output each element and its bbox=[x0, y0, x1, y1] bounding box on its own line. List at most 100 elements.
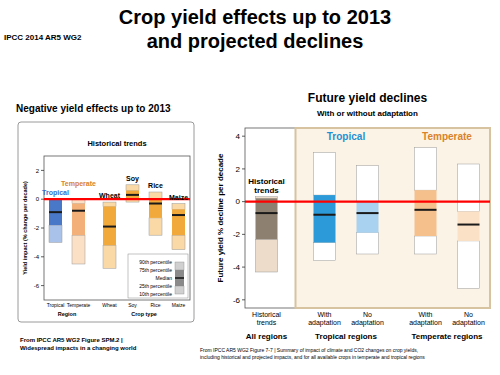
x-tick-label: Noadaptation bbox=[351, 311, 384, 327]
x-tick-label: Wheat bbox=[102, 302, 117, 308]
box-lower bbox=[49, 225, 62, 242]
projection-panel bbox=[296, 128, 491, 308]
box-median bbox=[357, 212, 379, 214]
marks bbox=[245, 148, 490, 289]
y-tick-label: -6 bbox=[34, 283, 40, 289]
annotation: Wheat bbox=[99, 192, 121, 199]
box-lower bbox=[415, 236, 437, 254]
y-tick bbox=[242, 299, 245, 300]
y-tick-label: -2 bbox=[34, 225, 40, 231]
x-tick-label: Tropical bbox=[47, 302, 65, 308]
x-tick-label: Maize bbox=[172, 302, 186, 308]
box-median bbox=[415, 209, 437, 211]
annotation: Temperate bbox=[61, 180, 96, 188]
annotation: Maize bbox=[169, 194, 188, 201]
annotation: Historicaltrends bbox=[248, 177, 284, 195]
chart-title: Future yield declines bbox=[308, 91, 428, 105]
box-core bbox=[72, 204, 85, 236]
group-label: Tropical regions bbox=[315, 332, 377, 341]
box-median bbox=[72, 210, 85, 212]
box-median bbox=[149, 203, 162, 205]
box-core bbox=[415, 190, 437, 236]
box-core bbox=[172, 209, 185, 235]
box-lower bbox=[149, 218, 162, 235]
box-lower bbox=[172, 235, 185, 249]
box-median bbox=[314, 214, 336, 216]
group-label: Crop type bbox=[131, 311, 157, 317]
y-axis-title: Future yield % decline per decade bbox=[216, 153, 225, 282]
y-tick-label: 2 bbox=[36, 168, 40, 174]
chart-title: Historical trends bbox=[87, 139, 146, 148]
chart-0: Negative yield effects up to 2013 Histori… bbox=[16, 103, 194, 351]
legend-label: 90th percentile bbox=[139, 259, 172, 265]
x-tick-label: Withadaptation bbox=[308, 311, 341, 327]
y-tick-label: 2 bbox=[236, 165, 241, 174]
group-label: Region bbox=[58, 311, 77, 317]
box-median bbox=[172, 214, 185, 216]
annotation: Soy bbox=[126, 175, 139, 183]
legend-label: 10th percentile bbox=[139, 291, 172, 297]
caption: Widespread impacts in a changing world bbox=[20, 345, 137, 351]
box-upper bbox=[415, 148, 437, 191]
legend-swatch-lower bbox=[175, 286, 184, 294]
y-tick bbox=[242, 267, 245, 268]
y-tick bbox=[41, 256, 44, 257]
page-title: and projected declines bbox=[147, 30, 364, 52]
group-label: All regions bbox=[246, 332, 288, 341]
group-header: Tropical bbox=[327, 131, 366, 142]
box-upper bbox=[126, 185, 139, 191]
x-tick-label: Rice bbox=[150, 302, 160, 308]
legend-label: Median bbox=[156, 275, 173, 281]
chart-subtitle: With or without adaptation bbox=[317, 109, 418, 118]
x-tick-label: Soy bbox=[128, 302, 137, 308]
box-lower bbox=[314, 243, 336, 261]
box-core bbox=[149, 199, 162, 218]
annotation: Rice bbox=[148, 182, 163, 189]
y-tick bbox=[41, 228, 44, 229]
plot-frame bbox=[44, 156, 190, 300]
box-core bbox=[49, 199, 62, 225]
figure-frame bbox=[18, 122, 194, 322]
panel-title: Negative yield effects up to 2013 bbox=[16, 103, 171, 114]
page-title: Crop yield effects up to 2013 bbox=[119, 6, 391, 28]
box-upper bbox=[458, 164, 480, 211]
y-tick bbox=[41, 285, 44, 286]
zero-line bbox=[245, 201, 490, 203]
box-lower bbox=[458, 241, 480, 288]
legend-swatch-core bbox=[175, 270, 184, 286]
box-core bbox=[126, 191, 139, 200]
box-core bbox=[357, 202, 379, 233]
y-tick-label: -2 bbox=[233, 230, 241, 239]
caption: From IPCC AR5 WG2 Figure 7-7 | Summary o… bbox=[200, 347, 418, 353]
box-lower bbox=[72, 235, 85, 264]
group-label: Temperate regions bbox=[412, 332, 484, 341]
box-upper bbox=[314, 153, 336, 196]
y-tick bbox=[242, 168, 245, 169]
caption: including historical and projected impac… bbox=[200, 354, 425, 360]
box-median bbox=[49, 211, 62, 213]
source: IPCC 2014 AR5 WG2 bbox=[4, 33, 82, 42]
y-tick-label: 4 bbox=[236, 132, 241, 141]
y-tick-label: -4 bbox=[233, 263, 241, 272]
legend-label: 75th percentile bbox=[139, 267, 172, 273]
y-tick bbox=[242, 234, 245, 235]
caption: From IPCC AR5 WG2 Figure SPM.2 | bbox=[20, 337, 123, 343]
y-tick bbox=[242, 136, 245, 137]
box-median bbox=[126, 194, 139, 196]
box-upper bbox=[357, 166, 379, 202]
x-tick-label: Temperate bbox=[67, 302, 91, 308]
y-tick-label: 0 bbox=[36, 196, 40, 202]
y-tick-label: 0 bbox=[236, 197, 241, 206]
legend-swatch-median bbox=[175, 277, 184, 279]
y-tick bbox=[41, 199, 44, 200]
x-tick-label: Historicaltrends bbox=[252, 311, 281, 326]
y-tick bbox=[242, 201, 245, 202]
box-core bbox=[458, 211, 480, 240]
box-lower bbox=[256, 239, 278, 272]
slide: Crop yield effects up to 2013and project… bbox=[0, 0, 500, 375]
box-lower bbox=[357, 233, 379, 254]
box-core bbox=[103, 206, 116, 245]
y-tick bbox=[41, 170, 44, 171]
legend-swatch-upper bbox=[175, 262, 184, 270]
y-tick-label: -4 bbox=[34, 254, 40, 260]
